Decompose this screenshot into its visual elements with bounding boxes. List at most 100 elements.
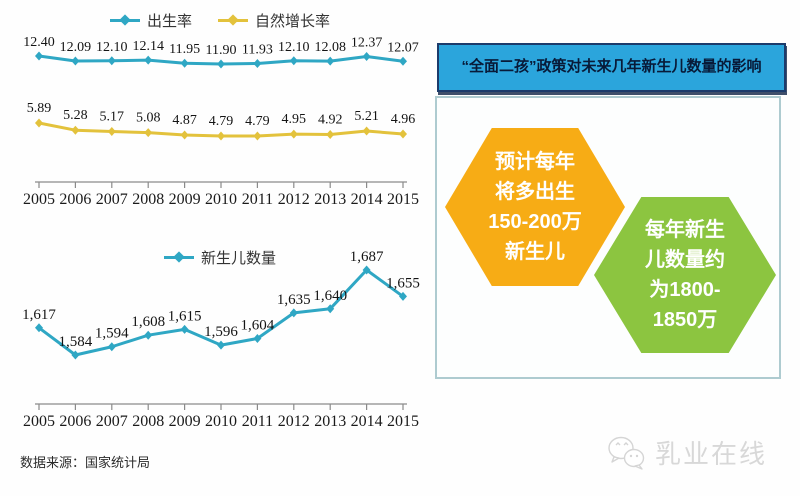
data-label: 1,655 bbox=[386, 275, 420, 291]
data-point-marker bbox=[217, 59, 225, 69]
data-point-marker bbox=[71, 350, 80, 360]
data-point-marker bbox=[399, 129, 407, 139]
data-label: 1,640 bbox=[313, 288, 347, 304]
data-label: 12.37 bbox=[351, 35, 383, 50]
data-point-marker bbox=[180, 130, 189, 140]
data-label: 11.95 bbox=[169, 42, 200, 57]
data-label: 12.10 bbox=[96, 40, 128, 55]
data-label: 11.90 bbox=[206, 43, 237, 58]
data-label: 5.17 bbox=[100, 110, 125, 125]
data-label: 1,615 bbox=[168, 308, 202, 324]
x-tick-label: 2014 bbox=[351, 191, 383, 208]
x-tick-label: 2010 bbox=[205, 413, 237, 430]
line-marker-icon bbox=[109, 18, 140, 22]
policy-title-banner: “全面二孩”政策对未来几年新生儿数量的影响 bbox=[437, 43, 786, 92]
data-label: 5.28 bbox=[63, 108, 88, 123]
data-label: 1,617 bbox=[22, 307, 56, 323]
data-point-marker bbox=[217, 131, 225, 141]
data-label: 5.89 bbox=[27, 101, 52, 116]
data-point-marker bbox=[180, 324, 189, 334]
legend-item-natural-growth: 自然增长率 bbox=[218, 10, 330, 31]
data-point-marker bbox=[362, 126, 371, 136]
data-label: 4.79 bbox=[245, 114, 270, 129]
legend-item-newborns: 新生儿数量 bbox=[163, 247, 276, 268]
data-point-marker bbox=[180, 58, 189, 68]
data-point-marker bbox=[289, 129, 298, 139]
data-point-marker bbox=[144, 330, 153, 340]
birth-rate-chart: 出生率 自然增长率 12.40 12.09 12.10 12.14 11.95 11.90… bbox=[18, 6, 422, 238]
data-label: 1,635 bbox=[277, 292, 311, 308]
legend-item-birth-rate: 出生率 bbox=[109, 10, 192, 31]
data-point-marker bbox=[326, 304, 335, 314]
data-source-note: 数据来源：国家统计局 bbox=[20, 455, 151, 470]
line-marker-icon bbox=[218, 18, 248, 22]
watermark-text: 乳业在线 bbox=[655, 439, 768, 469]
x-tick-label: 2014 bbox=[351, 413, 383, 430]
data-point-marker bbox=[362, 51, 371, 61]
data-point-marker bbox=[253, 333, 262, 343]
data-label: 1,687 bbox=[350, 249, 384, 265]
data-label: 12.14 bbox=[132, 39, 164, 54]
data-label: 12.07 bbox=[387, 40, 419, 55]
data-point-marker bbox=[107, 342, 116, 352]
data-point-marker bbox=[144, 55, 153, 65]
x-tick-label: 2015 bbox=[387, 191, 419, 208]
data-point-marker bbox=[399, 291, 407, 301]
data-label: 5.21 bbox=[354, 109, 379, 124]
data-label: 1,596 bbox=[204, 324, 238, 340]
wechat-icon bbox=[608, 436, 645, 470]
data-point-marker bbox=[326, 129, 335, 139]
legend-label: 新生儿数量 bbox=[200, 249, 276, 267]
data-point-marker bbox=[253, 131, 262, 141]
x-tick-label: 2012 bbox=[278, 191, 310, 208]
data-point-marker bbox=[35, 323, 43, 333]
x-tick-label: 2012 bbox=[278, 413, 310, 430]
x-tick-label: 2009 bbox=[169, 191, 201, 208]
x-tick-label: 2007 bbox=[96, 191, 128, 208]
data-label: 12.40 bbox=[23, 35, 55, 50]
watermark: 乳业在线 bbox=[606, 434, 767, 471]
data-label: 4.87 bbox=[172, 113, 197, 128]
x-tick-label: 2006 bbox=[59, 191, 91, 208]
x-tick-label: 2011 bbox=[242, 191, 273, 208]
x-tick-label: 2013 bbox=[314, 191, 346, 208]
data-label: 12.10 bbox=[278, 40, 310, 55]
data-point-marker bbox=[107, 56, 116, 66]
data-point-marker bbox=[362, 265, 371, 275]
data-point-marker bbox=[253, 59, 262, 69]
data-point-marker bbox=[289, 308, 298, 318]
x-tick-label: 2006 bbox=[59, 413, 91, 430]
data-point-marker bbox=[289, 56, 298, 66]
x-tick-label: 2008 bbox=[132, 413, 164, 430]
data-label: 4.96 bbox=[391, 112, 416, 127]
data-point-marker bbox=[144, 128, 153, 138]
legend-label: 出生率 bbox=[146, 12, 192, 30]
data-label: 4.92 bbox=[318, 112, 343, 127]
data-label: 11.93 bbox=[242, 43, 273, 58]
x-tick-label: 2013 bbox=[314, 413, 346, 430]
data-label: 1,594 bbox=[95, 326, 129, 342]
data-label: 1,604 bbox=[241, 317, 275, 333]
x-tick-label: 2007 bbox=[96, 413, 128, 430]
data-point-marker bbox=[35, 51, 43, 61]
data-point-marker bbox=[71, 56, 80, 66]
x-tick-label: 2009 bbox=[169, 413, 201, 430]
data-label: 4.95 bbox=[282, 112, 307, 127]
x-tick-label: 2005 bbox=[23, 413, 55, 430]
x-tick-label: 2005 bbox=[23, 191, 55, 208]
data-point-marker bbox=[326, 56, 335, 66]
data-label: 12.09 bbox=[60, 40, 92, 55]
x-tick-label: 2011 bbox=[242, 413, 273, 430]
x-tick-label: 2010 bbox=[205, 191, 237, 208]
bottom-chart-legend: 新生儿数量 bbox=[18, 243, 422, 271]
birth-rate-plot: 12.40 12.09 12.10 12.14 11.95 11.90 11.93 12.10… bbox=[23, 35, 419, 208]
line-marker-icon bbox=[163, 255, 194, 259]
legend-label: 自然增长率 bbox=[255, 12, 331, 30]
x-tick-label: 2008 bbox=[132, 191, 164, 208]
top-chart-legend: 出生率 自然增长率 bbox=[18, 6, 422, 34]
data-label: 12.08 bbox=[314, 40, 346, 55]
newborn-count-chart: 新生儿数量 1,617 1,584 1,594 1,608 1,615 1,596 1,60… bbox=[18, 243, 422, 461]
data-point-marker bbox=[71, 125, 80, 135]
data-point-marker bbox=[399, 56, 407, 66]
